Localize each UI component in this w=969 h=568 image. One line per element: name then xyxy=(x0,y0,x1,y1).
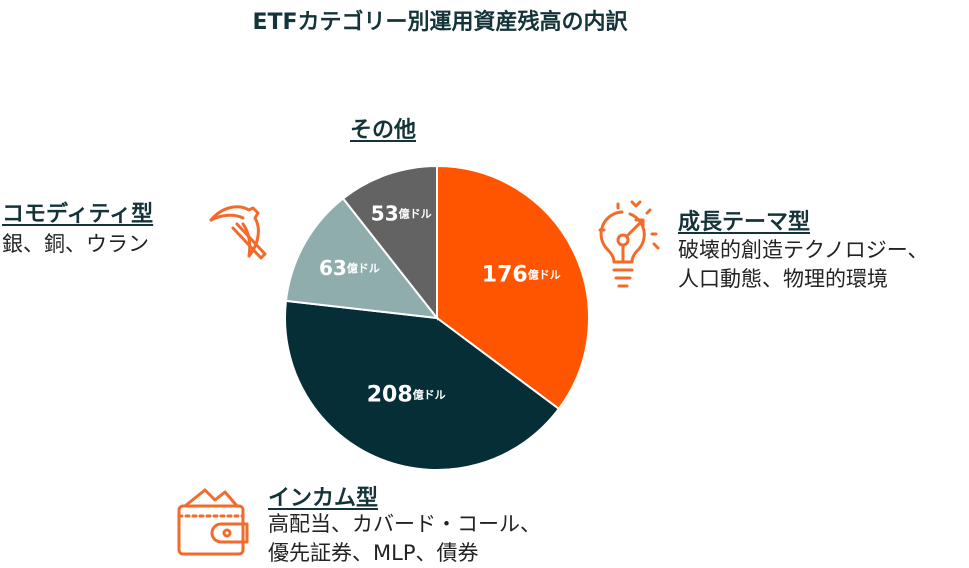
category-desc-income-line2: 優先証券、MLP、債券 xyxy=(268,541,479,565)
pickaxe-icon xyxy=(209,205,267,260)
category-desc-commodity: 銀、銅、ウラン xyxy=(2,232,149,256)
category-desc-growth-line1: 破壊的創造テクノロジー、 xyxy=(678,238,929,262)
pie-slice-1 xyxy=(436,164,590,411)
lightbulb-idea-icon xyxy=(598,200,660,288)
pie-slices xyxy=(284,164,590,471)
category-title-other: その他 xyxy=(350,118,417,143)
category-title-commodity: コモディティ型 xyxy=(2,202,154,227)
pie-data-label-4: 53億ドル xyxy=(371,201,432,225)
pie-data-label-2: 208億ドル xyxy=(367,383,446,408)
category-title-growth: 成長テーマ型 xyxy=(678,210,811,235)
pie-data-labels: 176億ドル 208億ドル 63億ドル 53億ドル xyxy=(319,201,561,408)
category-desc-income-line1: 高配当、カバード・コール、 xyxy=(268,512,541,536)
wallet-icon xyxy=(177,488,249,556)
pie-slice-2 xyxy=(284,299,561,471)
category-desc-growth-line2: 人口動態、物理的環境 xyxy=(678,267,888,291)
pie-slice-3 xyxy=(284,197,440,320)
pie-data-label-1: 176億ドル xyxy=(482,263,561,288)
pie-slice-4 xyxy=(341,164,438,321)
chart-title: ETFカテゴリー別運用資産残高の内訳 xyxy=(252,10,628,35)
pie-data-label-3: 63億ドル xyxy=(319,256,380,280)
category-title-income: インカム型 xyxy=(268,486,379,511)
